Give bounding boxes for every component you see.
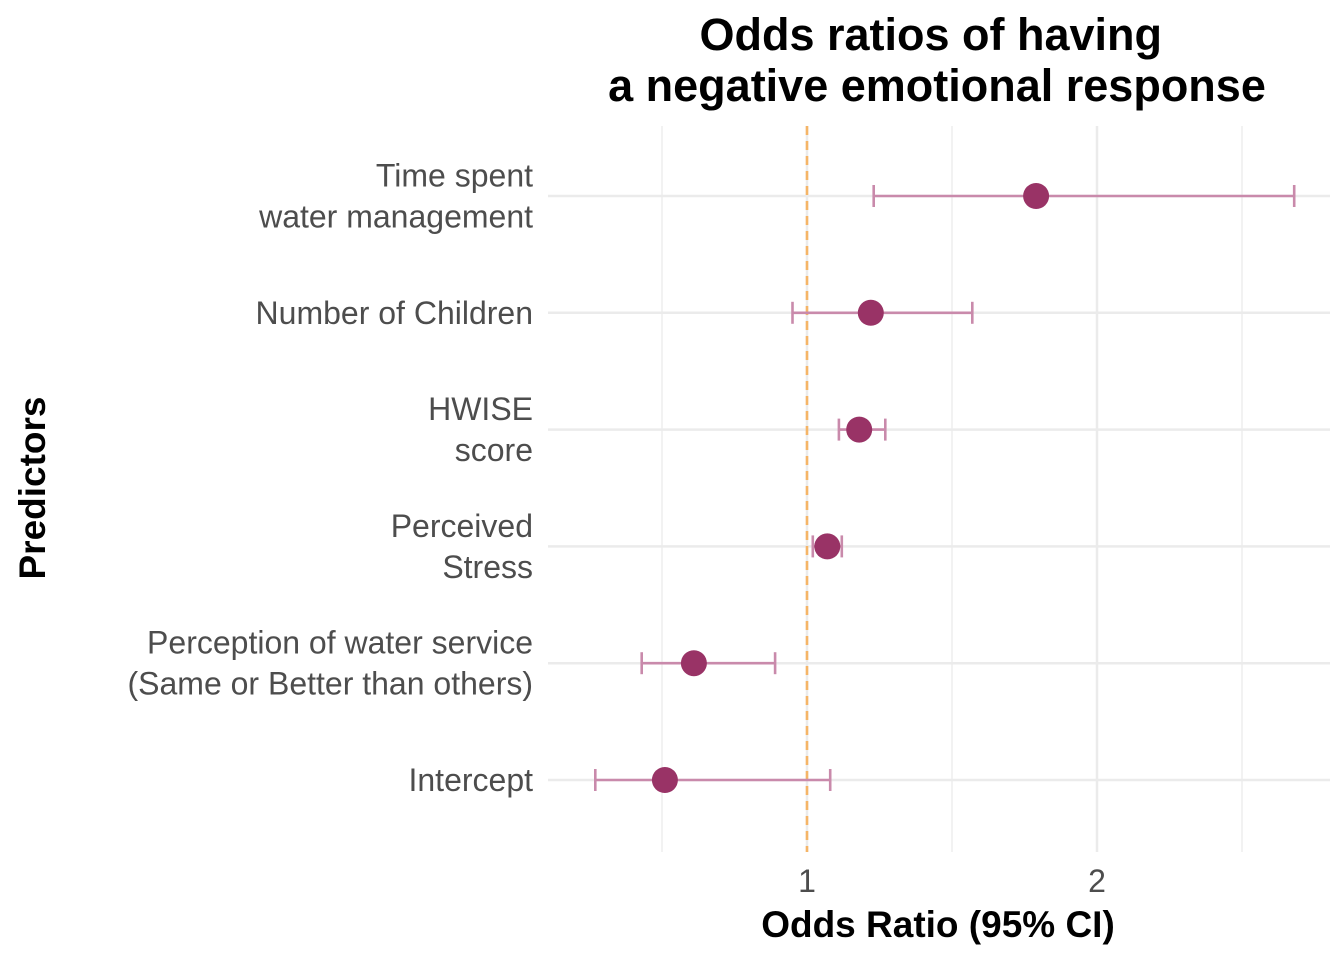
x-axis-title: Odds Ratio (95% CI) <box>761 904 1115 945</box>
y-tick-label-1-line-0: Number of Children <box>256 295 533 331</box>
y-tick-label-4-line-0: Perception of water service <box>147 625 533 661</box>
y-tick-label-1: Number of Children <box>256 295 533 331</box>
chart-title-line-2: a negative emotional response <box>608 60 1266 111</box>
y-tick-label-3-line-0: Perceived <box>391 508 533 544</box>
chart-title-line-1: Odds ratios of having <box>699 9 1162 60</box>
y-tick-label-3: Perceived Stress <box>391 508 533 585</box>
y-tick-label-5-line-0: Intercept <box>408 762 533 798</box>
estimate-point-5 <box>651 767 678 793</box>
predictor-mark-group-1 <box>791 299 974 326</box>
y-tick-label-4-line-1: (Same or Better than others) <box>127 666 533 702</box>
predictor-mark-group-4 <box>640 650 777 677</box>
y-tick-label-0-line-1: water management <box>258 199 533 235</box>
y-tick-label-3-line-1: Stress <box>442 549 533 585</box>
estimate-point-1 <box>857 299 884 326</box>
y-tick-label-2: HWISE score <box>428 391 533 468</box>
y-tick-label-0: Time spent water management <box>258 158 533 235</box>
titles-layer: Odds ratios of having a negative emotion… <box>12 9 1266 945</box>
estimate-point-0 <box>1023 183 1050 209</box>
estimate-point-3 <box>814 533 841 560</box>
estimate-point-2 <box>846 416 873 443</box>
estimate-point-4 <box>680 650 707 677</box>
predictor-mark-group-2 <box>837 416 887 443</box>
y-tick-label-5: Intercept <box>408 762 533 798</box>
y-tick-label-2-line-0: HWISE <box>428 391 533 427</box>
predictor-mark-group-0 <box>872 183 1296 209</box>
marks-layer <box>593 183 1296 793</box>
y-axis-title: Predictors <box>12 396 53 579</box>
predictor-mark-group-5 <box>593 767 832 793</box>
chart-title: Odds ratios of having a negative emotion… <box>608 9 1266 111</box>
y-tick-label-2-line-1: score <box>455 432 533 468</box>
y-tick-label-4: Perception of water service (Same or Bett… <box>127 625 533 702</box>
grid-layer <box>548 126 1330 852</box>
predictor-mark-group-3 <box>811 533 844 560</box>
y-tick-label-0-line-0: Time spent <box>376 158 533 194</box>
x-tick-label-1: 2 <box>1088 863 1106 899</box>
labels-layer: Time spent water management Number of Chil… <box>127 158 1105 900</box>
x-tick-label-0: 1 <box>798 863 816 899</box>
